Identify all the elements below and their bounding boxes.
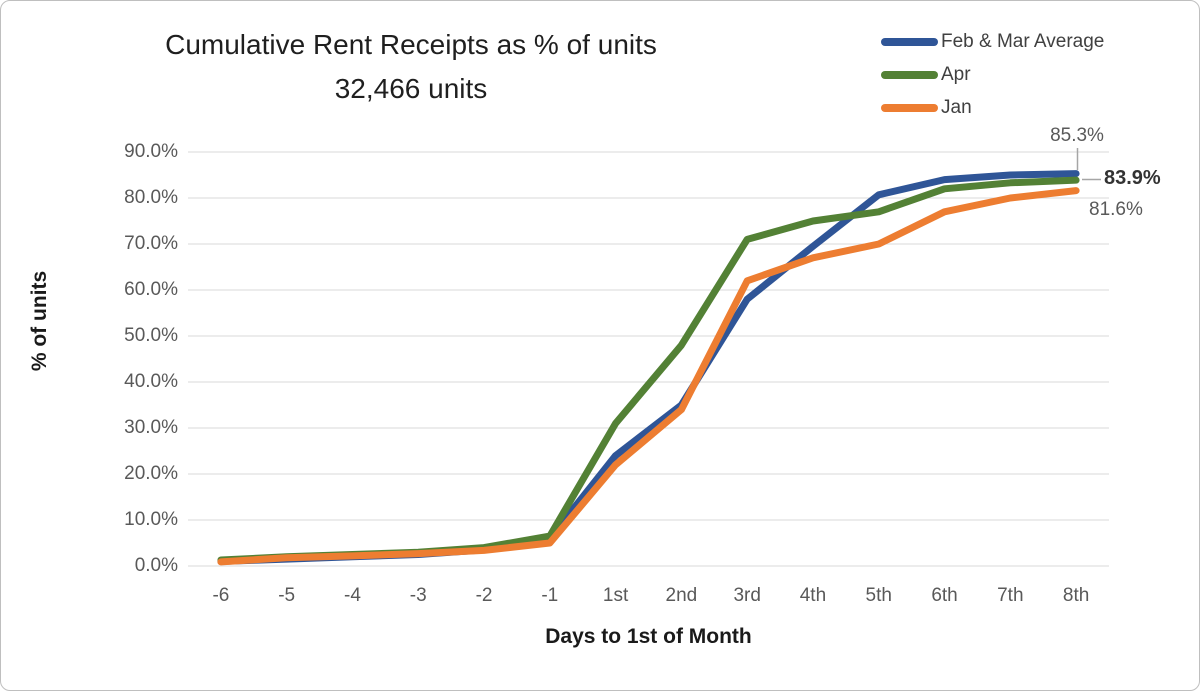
legend-label-jan: Jan bbox=[941, 96, 972, 118]
x-tick-label: -3 bbox=[409, 585, 427, 606]
series-line-jan bbox=[217, 187, 1080, 566]
y-tick-label: 70.0% bbox=[124, 233, 178, 254]
y-tick-label: 90.0% bbox=[124, 141, 178, 162]
legend-marker-feb-mar-average bbox=[881, 37, 938, 46]
x-tick-label: 6th bbox=[931, 585, 958, 606]
x-tick-label: -1 bbox=[541, 585, 559, 606]
y-tick-label: 50.0% bbox=[124, 325, 178, 346]
y-tick-label: 10.0% bbox=[124, 509, 178, 530]
x-tick-label: 1st bbox=[602, 585, 629, 606]
data-label-feb-mar-average: 85.3% bbox=[1050, 125, 1104, 146]
legend-marker-jan bbox=[881, 103, 938, 112]
x-tick-label: 2nd bbox=[665, 585, 698, 606]
x-tick-label: 4th bbox=[799, 585, 827, 606]
legend-item-jan: Jan bbox=[881, 91, 1104, 124]
chart-subtitle: 32,466 units bbox=[334, 73, 488, 104]
x-tick-label: 5th bbox=[865, 585, 892, 606]
legend-item-apr: Apr bbox=[881, 58, 1104, 91]
legend-label-apr: Apr bbox=[941, 63, 971, 85]
y-axis-title: % of units bbox=[28, 270, 51, 372]
x-tick-label: -2 bbox=[475, 585, 493, 606]
x-axis-title: Days to 1st of Month bbox=[545, 625, 752, 648]
x-tick-label: -6 bbox=[212, 585, 230, 606]
legend: Feb & Mar Average Apr Jan bbox=[881, 25, 1104, 124]
series-line-apr bbox=[217, 176, 1080, 564]
y-tick-label: 60.0% bbox=[124, 279, 178, 300]
x-tick-label: 3rd bbox=[733, 585, 761, 606]
data-label-apr: 83.9% bbox=[1104, 167, 1161, 189]
y-tick-label: 20.0% bbox=[124, 463, 178, 484]
y-tick-label: 80.0% bbox=[124, 187, 178, 208]
data-label-jan: 81.6% bbox=[1089, 199, 1143, 220]
legend-marker-apr bbox=[881, 70, 938, 79]
y-tick-label: 30.0% bbox=[124, 417, 178, 438]
series-line-feb-mar-average bbox=[217, 170, 1080, 565]
y-tick-label: 0.0% bbox=[134, 555, 178, 576]
legend-label-feb-mar-average: Feb & Mar Average bbox=[941, 30, 1105, 52]
x-tick-label: -5 bbox=[278, 585, 296, 606]
x-tick-label: 7th bbox=[997, 585, 1024, 606]
x-tick-label: 8th bbox=[1062, 585, 1090, 606]
x-tick-label: -4 bbox=[344, 585, 361, 606]
chart-title-block: Cumulative Rent Receipts as % of units 3… bbox=[91, 23, 731, 111]
y-tick-label: 40.0% bbox=[124, 371, 178, 392]
legend-item-feb-mar-average: Feb & Mar Average bbox=[881, 25, 1104, 58]
chart-title: Cumulative Rent Receipts as % of units bbox=[165, 29, 657, 60]
